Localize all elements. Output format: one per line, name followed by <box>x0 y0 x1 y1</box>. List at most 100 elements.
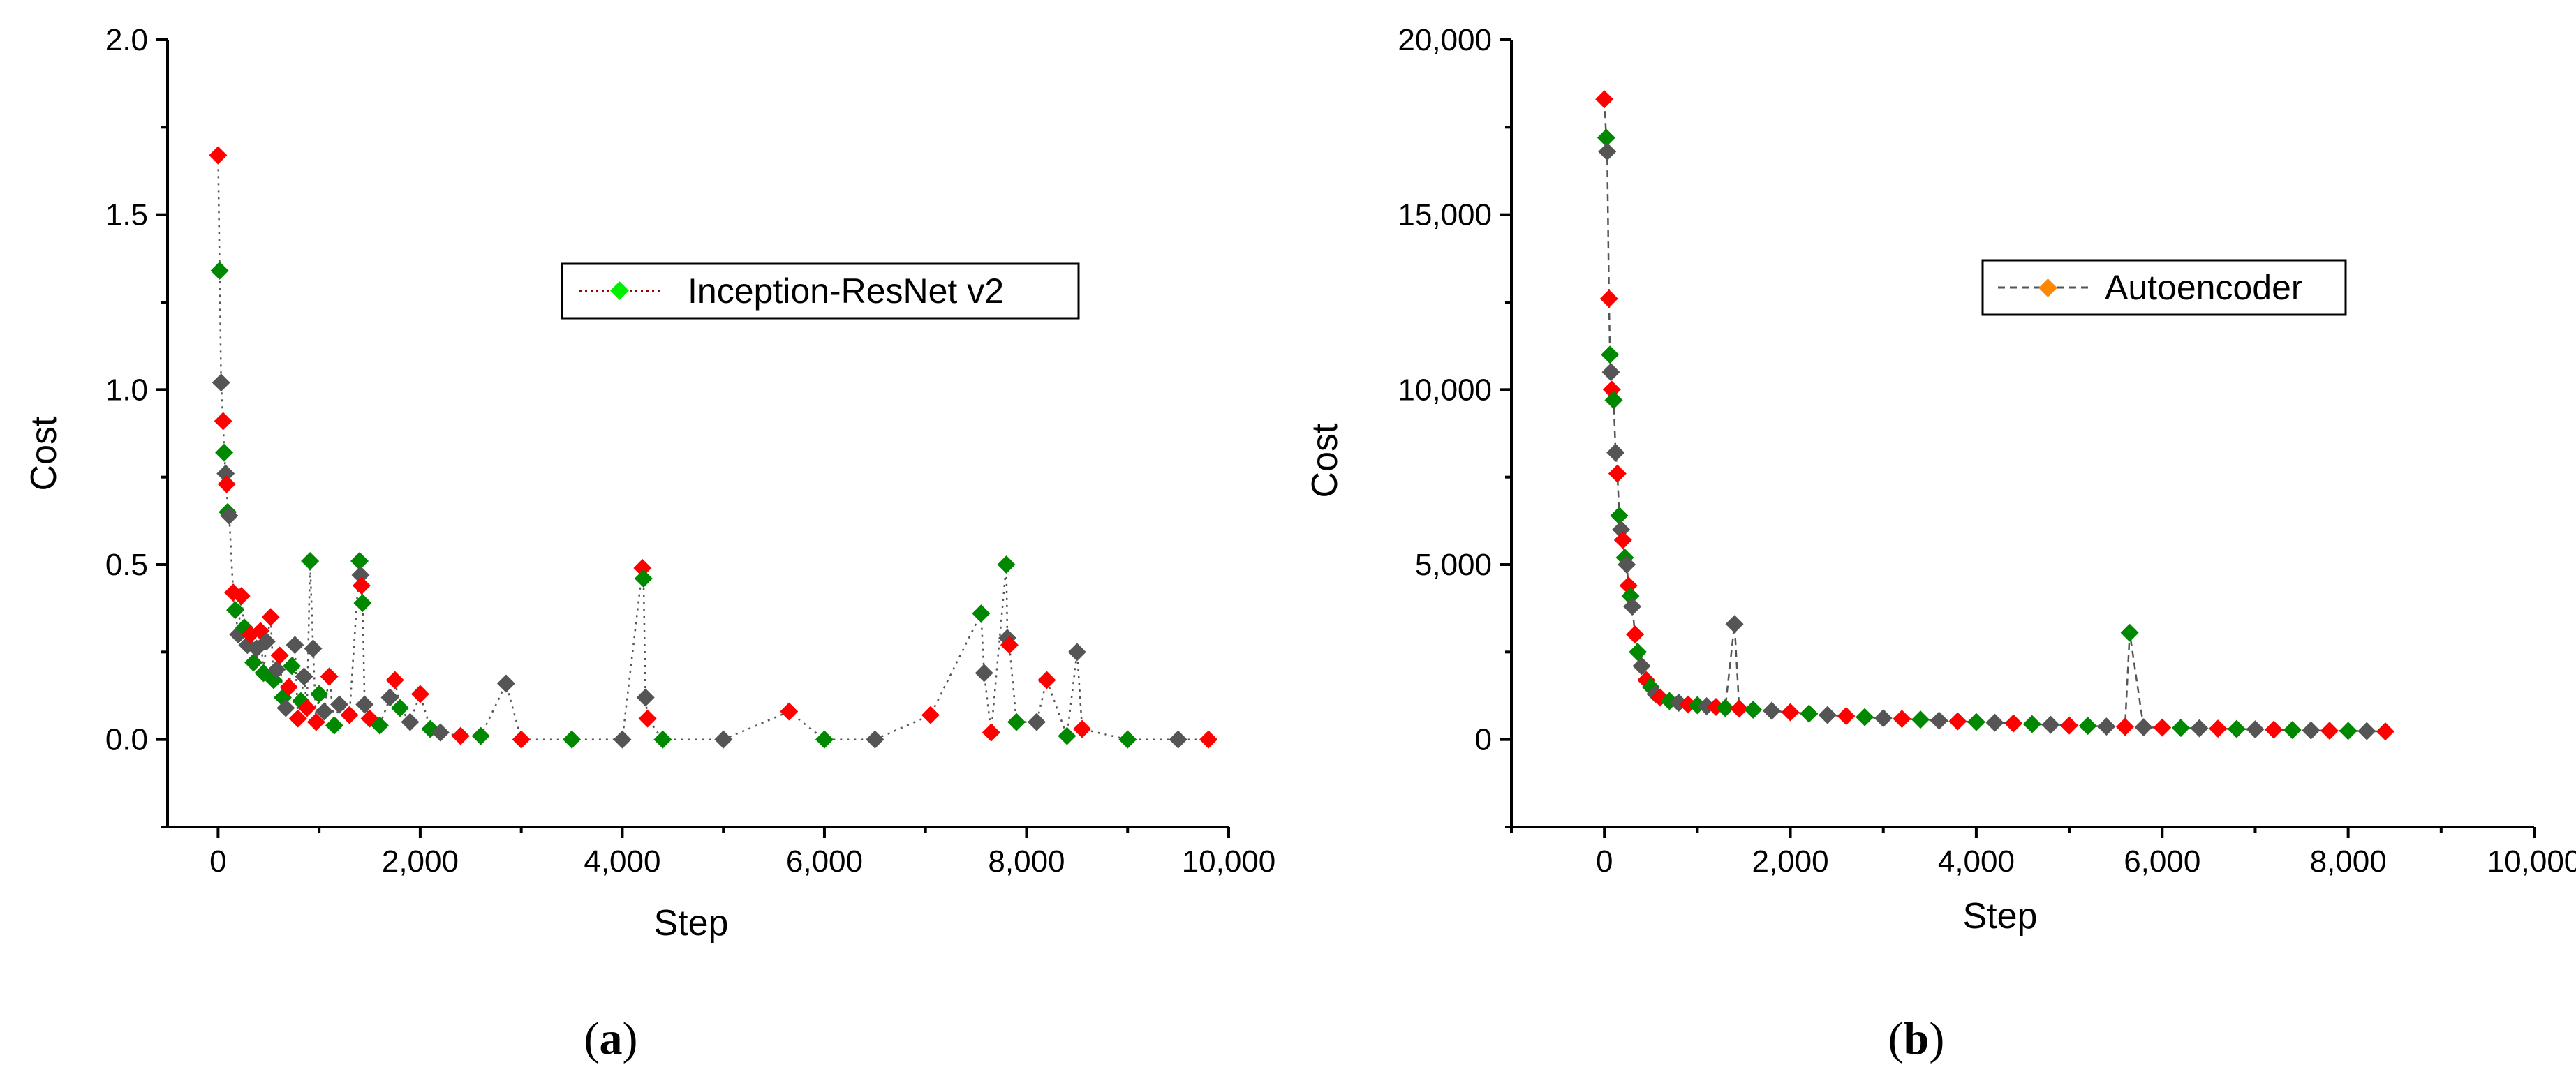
panel-b-data-point <box>2302 721 2320 740</box>
panel-b-y-tick-label: 5,000 <box>1415 548 1492 582</box>
panel-a-data-point <box>380 688 399 707</box>
panel-b-data-point <box>1599 289 1618 308</box>
panel-a-legend: Inception-ResNet v2 <box>561 262 1080 320</box>
panel-b-data-point <box>1606 443 1625 462</box>
panel-a-data-point <box>352 576 371 595</box>
panel-b-data-point <box>1601 345 1620 364</box>
panel-a-data-point <box>1027 713 1046 731</box>
panel-a-x-tick-label: 6,000 <box>786 844 863 879</box>
panel-a-data-point <box>780 702 799 721</box>
panel-b-x-tick-label: 10,000 <box>2487 844 2576 879</box>
panel-b-data-point <box>2041 715 2060 734</box>
panel-b-data-point <box>1762 701 1781 720</box>
panel-b-data-point <box>2357 722 2376 740</box>
panel-a-data-point <box>210 261 229 280</box>
panel-b-data-point <box>1604 391 1623 410</box>
panel-a-data-point <box>451 726 470 745</box>
panel-b-data-point <box>1618 555 1636 574</box>
panel-a-x-tick-label: 4,000 <box>584 844 660 879</box>
panel-b-data-point <box>2265 720 2283 739</box>
panel-b-data-point <box>1911 710 1930 729</box>
panel-a-y-tick-label: 0.0 <box>105 723 148 757</box>
panel-b-data-point <box>2209 719 2228 738</box>
panel-a-data-point <box>330 695 349 714</box>
panel-a-data-point <box>633 559 652 578</box>
panel-b-data-point <box>1601 363 1620 382</box>
panel-b-data-point <box>1730 699 1749 718</box>
panel-a-data-point <box>232 587 251 606</box>
panel-b-data-point <box>2097 717 2116 736</box>
panel-b-data-point <box>1856 708 1874 726</box>
panel-b-legend: Autoencoder <box>1981 259 2347 316</box>
panel-a-data-point <box>638 709 657 728</box>
panel-a-data-point <box>714 730 733 749</box>
panel-a-data-point <box>276 699 295 717</box>
panel-a-data-point <box>257 632 276 651</box>
panel-a-y-axis-title: Cost <box>24 416 64 491</box>
panel-a-data-point <box>653 730 672 749</box>
panel-b-data-point <box>1716 699 1735 717</box>
panel-b-data-point <box>1837 707 1856 726</box>
panel-a-data-point <box>212 373 230 392</box>
panel-a-y-tick-label: 1.5 <box>105 198 148 232</box>
panel-a-data-point <box>351 566 370 585</box>
panel-b-x-tick-label: 2,000 <box>1752 844 1828 879</box>
panel-b-data-point <box>1608 464 1627 483</box>
panel-b-data-point <box>1985 713 2004 732</box>
panel-b-data-point <box>1598 142 1617 161</box>
panel-b-data-point <box>2339 722 2357 740</box>
panel-b-data-point <box>1874 709 1893 728</box>
panel-a-letter: a <box>600 1013 623 1064</box>
panel-a-data-point <box>297 699 316 717</box>
panel-b-y-axis-title: Cost <box>1305 423 1345 498</box>
panel-a-data-point <box>1067 643 1086 662</box>
panel-a-data-point <box>310 685 329 703</box>
panel-b-data-point <box>2171 719 2190 738</box>
panel-b-x-tick-label: 0 <box>1596 844 1613 879</box>
panel-a-x-tick-label: 0 <box>209 844 226 879</box>
panel-a-data-point <box>975 664 993 683</box>
panel-a-data-point <box>636 688 655 707</box>
panel-a-data-point <box>1073 719 1092 738</box>
panel-b-data-point <box>1613 530 1632 549</box>
panel-b-data-point <box>2078 717 2097 736</box>
panel-a-data-point <box>209 146 228 165</box>
panel-a-data-point <box>921 706 940 724</box>
panel-b-data-point <box>2320 722 2339 740</box>
panel-b-data-point <box>1632 657 1651 676</box>
panel-a-data-point <box>866 730 884 749</box>
panel-b-data-point <box>2134 718 2153 737</box>
panel-a-data-point <box>220 506 239 525</box>
panel-a-data-point <box>371 716 389 735</box>
panel-a-data-point <box>512 730 531 749</box>
panel-b-letter: b <box>1904 1013 1930 1064</box>
panel-b-data-point <box>1623 597 1642 616</box>
panel-a-data-point <box>1000 636 1019 655</box>
panel-a-data-point <box>390 699 409 717</box>
panel-b-data-point <box>1597 128 1615 147</box>
panel-b-data-point <box>1948 712 1967 731</box>
panel-a-data-point <box>613 730 632 749</box>
panel-a-y-tick-label: 0.5 <box>105 548 148 582</box>
panel-a-data-point <box>261 608 280 627</box>
panel-a-data-point <box>215 443 234 462</box>
panel-b-data-point <box>1610 506 1629 525</box>
panel-a-data-point <box>306 713 325 731</box>
panel-a-x-tick-label: 2,000 <box>382 844 459 879</box>
panel-a-data-point <box>410 685 429 703</box>
panel-a-data-point <box>1118 730 1137 749</box>
panel-b-y-tick-label: 0 <box>1475 723 1492 757</box>
panel-a-data-point <box>1199 730 1218 749</box>
panel-a-data-point <box>301 551 320 570</box>
panel-a-data-point <box>1169 730 1187 749</box>
panel-a-series-line <box>217 155 1208 740</box>
panel-a-data-point <box>288 709 307 728</box>
panel-a-data-point <box>353 594 372 613</box>
panel-b-data-point <box>1629 643 1648 662</box>
panel-a-data-point <box>244 653 263 672</box>
panel-b-data-point <box>2120 623 2139 642</box>
panel-b-data-point <box>1626 625 1645 644</box>
panel-b-data-point <box>2227 719 2246 738</box>
panel-b-data-point <box>2376 722 2394 741</box>
